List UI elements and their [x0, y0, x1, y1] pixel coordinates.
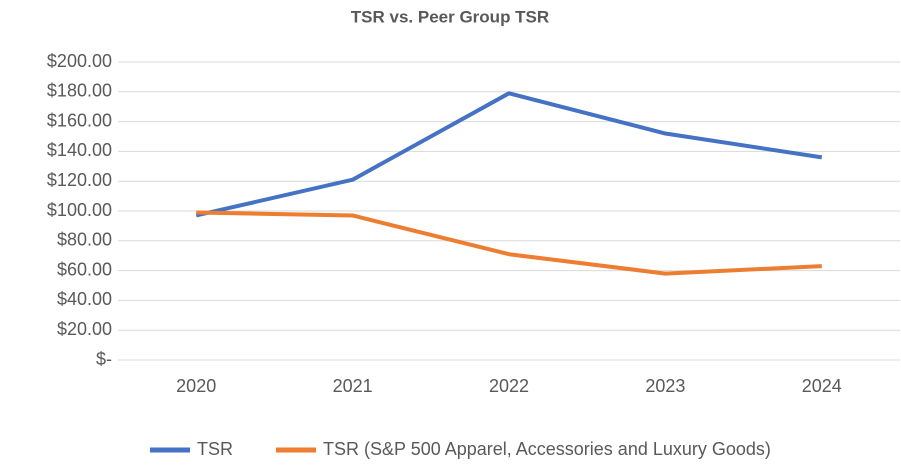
- y-tick-label: $20.00: [57, 319, 112, 339]
- y-tick-label: $100.00: [47, 200, 112, 220]
- y-tick-label: $200.00: [47, 51, 112, 71]
- y-tick-label: $140.00: [47, 140, 112, 160]
- x-tick-label: 2020: [176, 376, 216, 396]
- y-tick-label: $-: [96, 349, 112, 369]
- y-tick-label: $160.00: [47, 110, 112, 130]
- y-tick-label: $40.00: [57, 289, 112, 309]
- series-line: [196, 210, 822, 276]
- x-tick-label: 2021: [333, 376, 373, 396]
- y-tick-label: $80.00: [57, 230, 112, 250]
- series-line: [195, 91, 823, 218]
- y-tick-label: $180.00: [47, 81, 112, 101]
- legend-label: TSR: [197, 439, 233, 459]
- x-tick-label: 2022: [489, 376, 529, 396]
- y-tick-label: $120.00: [47, 170, 112, 190]
- legend-label: TSR (S&P 500 Apparel, Accessories and Lu…: [323, 439, 771, 459]
- x-tick-label: 2024: [802, 376, 842, 396]
- y-tick-label: $60.00: [57, 259, 112, 279]
- chart-title: TSR vs. Peer Group TSR: [351, 7, 549, 26]
- x-tick-label: 2023: [645, 376, 685, 396]
